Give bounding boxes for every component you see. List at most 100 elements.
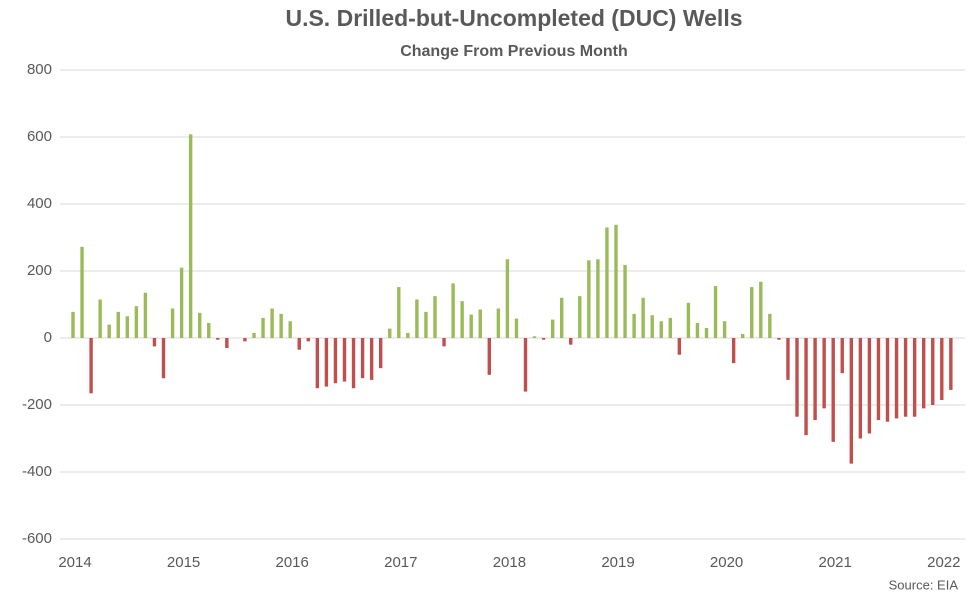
bar <box>641 297 645 338</box>
bar <box>659 321 663 338</box>
bar <box>451 283 455 338</box>
source-note: Source: EIA <box>889 577 959 592</box>
bar <box>270 308 274 338</box>
bar <box>107 324 111 338</box>
bar <box>460 301 464 338</box>
bar <box>560 297 564 338</box>
bar <box>89 338 93 394</box>
bar <box>605 227 609 338</box>
x-tick-label: 2016 <box>276 554 309 571</box>
bar <box>487 338 491 375</box>
bar <box>922 338 926 409</box>
bar <box>252 332 256 338</box>
bar <box>225 338 229 349</box>
x-tick-label: 2022 <box>927 554 960 571</box>
bar <box>514 318 519 338</box>
bar <box>704 327 709 338</box>
bar <box>478 309 482 338</box>
bar <box>397 287 401 338</box>
bar <box>415 299 419 338</box>
bar <box>161 338 166 379</box>
bar <box>849 338 853 464</box>
bar <box>614 224 618 338</box>
bar <box>388 328 392 338</box>
bar <box>722 321 727 338</box>
bar <box>179 267 184 338</box>
bar <box>324 338 329 387</box>
bar <box>822 338 826 409</box>
y-tick-label: 0 <box>44 329 52 346</box>
x-tick-label: 2018 <box>493 554 526 571</box>
bar <box>98 299 102 338</box>
bar <box>116 311 120 338</box>
bar <box>532 336 537 338</box>
bar <box>741 333 745 338</box>
bar <box>686 302 691 338</box>
y-tick-label: -400 <box>22 463 52 480</box>
bar <box>351 338 356 389</box>
bar <box>342 338 347 382</box>
x-tick-label: 2017 <box>384 554 417 571</box>
bar <box>786 338 790 380</box>
bar <box>840 338 844 374</box>
bar <box>134 306 139 338</box>
bar <box>569 338 573 345</box>
bar <box>279 313 283 338</box>
bar <box>243 338 247 342</box>
bar <box>379 338 383 369</box>
bar <box>71 311 75 338</box>
x-tick-label: 2015 <box>167 554 200 571</box>
y-tick-label: -600 <box>22 530 52 547</box>
bar <box>433 296 437 338</box>
bar <box>587 260 591 338</box>
bar <box>804 338 808 436</box>
bar <box>912 338 917 417</box>
bar <box>695 322 700 338</box>
y-tick-label: 800 <box>27 61 52 78</box>
x-tick-label: 2014 <box>58 554 91 571</box>
x-tick-label: 2021 <box>819 554 852 571</box>
bar <box>188 134 193 338</box>
bar <box>831 338 835 442</box>
x-tick-label: 2019 <box>601 554 634 571</box>
bar <box>759 281 763 338</box>
bar <box>288 321 292 338</box>
bar <box>713 286 718 338</box>
bar <box>750 287 754 338</box>
bar <box>940 338 944 400</box>
bar <box>623 264 627 338</box>
bar <box>152 338 157 347</box>
bar <box>424 311 428 338</box>
bar <box>795 338 799 417</box>
bar <box>198 312 202 338</box>
bar <box>596 259 600 338</box>
bar <box>406 332 410 338</box>
bar <box>903 338 908 417</box>
bar <box>858 338 863 439</box>
bar <box>216 338 220 340</box>
bar <box>931 338 935 405</box>
bar <box>297 338 301 350</box>
y-tick-label: 400 <box>27 195 52 212</box>
bar <box>306 338 310 342</box>
bar <box>369 338 374 380</box>
x-tick-label: 2020 <box>710 554 743 571</box>
bar <box>505 259 510 338</box>
bar <box>442 338 446 347</box>
bar <box>668 317 672 338</box>
bar <box>496 308 501 338</box>
chart-subtitle: Change From Previous Month <box>400 43 628 60</box>
chart-title: U.S. Drilled-but-Uncompleted (DUC) Wells <box>285 5 742 31</box>
bar <box>867 338 872 434</box>
bar <box>541 338 546 340</box>
bar <box>813 338 817 421</box>
bar <box>261 317 265 338</box>
bar <box>768 313 772 338</box>
bar <box>894 338 899 419</box>
bar <box>632 313 636 338</box>
bar <box>80 246 84 338</box>
bar <box>125 316 129 338</box>
bar <box>550 319 555 338</box>
y-tick-label: -200 <box>22 396 52 413</box>
